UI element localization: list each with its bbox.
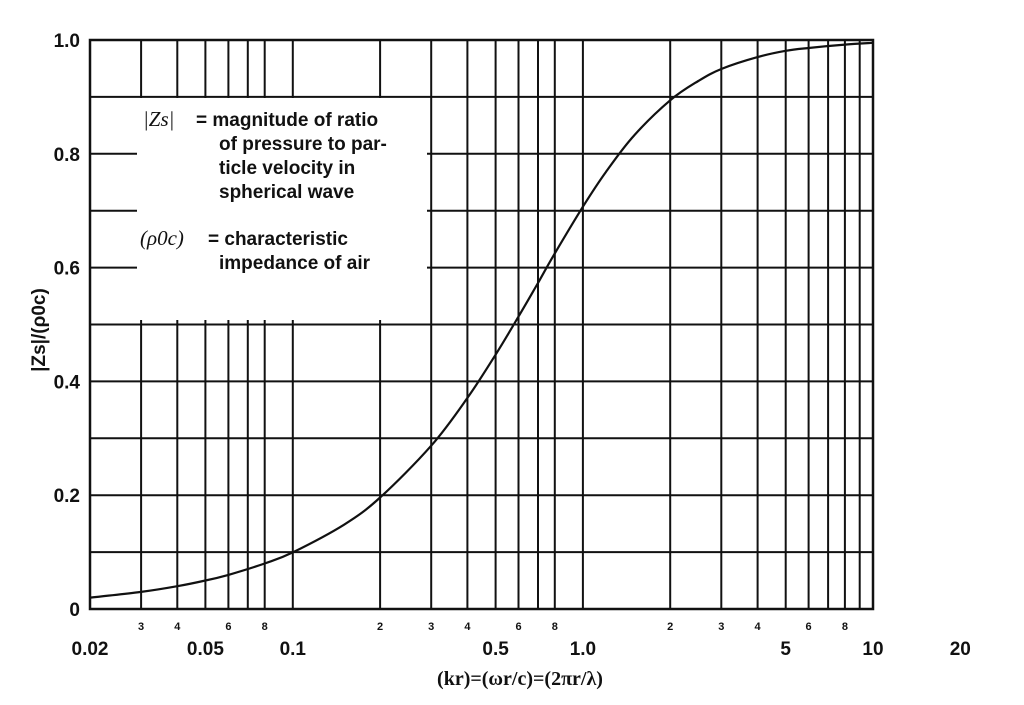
plot-frame <box>88 38 875 611</box>
legend-line-5: = characteristic <box>208 229 348 250</box>
x-tick-label: 20 <box>950 639 971 660</box>
x-minor-tick-label: 4 <box>464 621 471 633</box>
y-tick-label: 0.2 <box>54 486 80 507</box>
x-tick-label: 5 <box>780 639 791 660</box>
x-minor-tick-label: 6 <box>806 621 812 633</box>
x-minor-tick-label: 3 <box>718 621 724 633</box>
x-minor-tick-label: 4 <box>755 621 762 633</box>
x-minor-tick-label: 3 <box>138 621 144 633</box>
x-tick-label: 10 <box>862 639 883 660</box>
y-tick-label: 0.8 <box>54 145 80 166</box>
x-tick-labels: 0.02 0.05 0.1 0.5 1.0 5 10 20 3 4 6 8 2 3 4 6 8 2 3 4 6 8 <box>72 621 971 660</box>
x-minor-tick-label: 2 <box>377 621 383 633</box>
legend-background <box>137 98 427 320</box>
y-tick-label: 0 <box>69 600 80 621</box>
x-minor-tick-label: 6 <box>515 621 521 633</box>
x-tick-label: 0.1 <box>280 639 307 660</box>
legend-line-2: of pressure to par- <box>219 134 387 155</box>
impedance-curve <box>89 41 874 599</box>
x-minor-tick-label: 3 <box>428 621 434 633</box>
legend-line-4: spherical wave <box>219 182 354 203</box>
x-minor-tick-label: 8 <box>552 621 558 633</box>
x-tick-label: 1.0 <box>570 639 596 660</box>
data-series <box>89 41 874 599</box>
y-tick-label: 0.6 <box>54 259 80 280</box>
x-minor-tick-label: 8 <box>262 621 268 633</box>
legend-symbol-zs: |Zs| <box>143 107 174 131</box>
x-minor-tick-label: 2 <box>667 621 673 633</box>
y-tick-label: 1.0 <box>54 31 80 52</box>
x-minor-tick-label: 6 <box>225 621 231 633</box>
legend-line-1: = magnitude of ratio <box>196 110 378 131</box>
x-tick-label: 0.5 <box>482 639 509 660</box>
legend-line-3: ticle velocity in <box>219 158 355 179</box>
x-axis-label: (kr)=(ωr/c)=(2πr/λ) <box>437 668 603 690</box>
x-tick-label: 0.05 <box>187 639 224 660</box>
x-minor-tick-label: 8 <box>842 621 848 633</box>
x-tick-label: 0.02 <box>72 639 109 660</box>
y-axis-label: |Zs|/(ρ0c) <box>29 288 50 372</box>
legend-symbol-rho0c: (ρ0c) <box>140 226 184 250</box>
x-minor-tick-label: 4 <box>174 621 181 633</box>
y-tick-label: 0.4 <box>54 372 81 393</box>
legend: |Zs| = magnitude of ratio of pressure to… <box>137 98 427 320</box>
legend-line-6: impedance of air <box>219 253 371 274</box>
y-tick-labels: 0 0.2 0.4 0.6 0.8 1.0 <box>54 31 81 621</box>
